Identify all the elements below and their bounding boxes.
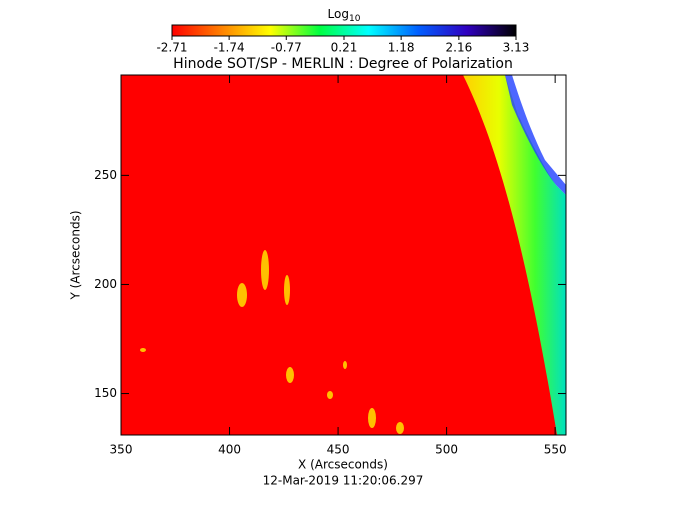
solar-image bbox=[121, 75, 566, 435]
colorbar bbox=[171, 24, 517, 37]
colorbar-tick-label: 3.13 bbox=[503, 41, 530, 55]
colorbar-tick-label: -2.71 bbox=[156, 41, 187, 55]
colorbar-tick-label: 1.18 bbox=[388, 41, 415, 55]
y-tick-label: 200 bbox=[94, 277, 117, 291]
x-tick-label: 400 bbox=[218, 443, 241, 457]
colorbar-label-sub: 10 bbox=[349, 14, 361, 24]
plot-frame bbox=[120, 74, 567, 436]
y-tick-label: 250 bbox=[94, 168, 117, 182]
y-axis-label: Y (Arcseconds) bbox=[69, 210, 83, 300]
x-axis-label: X (Arcseconds) bbox=[298, 458, 388, 472]
colorbar-tick-label: -0.77 bbox=[271, 41, 302, 55]
colorbar-tick-label: 0.21 bbox=[331, 41, 358, 55]
colorbar-tick-label: 2.16 bbox=[446, 41, 473, 55]
x-tick-label: 350 bbox=[110, 443, 133, 457]
colorbar-label-base: Log bbox=[328, 7, 349, 21]
chart-title: Hinode SOT/SP - MERLIN : Degree of Polar… bbox=[173, 56, 513, 72]
x-tick-label: 500 bbox=[435, 443, 458, 457]
footer: 12-Mar-2019 11:20:06.297 bbox=[263, 474, 424, 488]
y-tick-label: 150 bbox=[94, 386, 117, 400]
x-tick-label: 550 bbox=[544, 443, 567, 457]
x-tick-label: 450 bbox=[327, 443, 350, 457]
colorbar-label: Log10 bbox=[328, 7, 361, 24]
colorbar-tick-label: -1.74 bbox=[214, 41, 245, 55]
